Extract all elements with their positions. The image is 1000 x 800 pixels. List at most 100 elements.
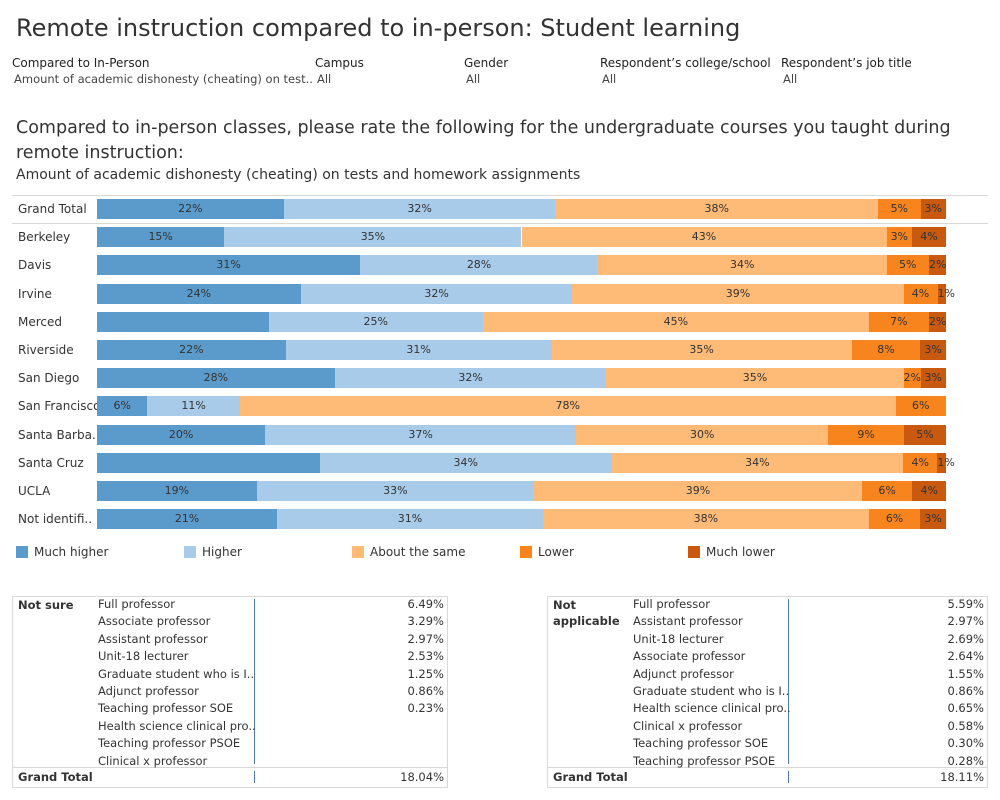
table-border <box>987 596 988 788</box>
bar-segment[interactable]: 6% <box>895 396 946 417</box>
table-row-label: Health science clinical pro.. <box>633 701 791 716</box>
legend-item-much-lower[interactable]: Much lower <box>688 545 775 559</box>
bar-segment[interactable]: 5% <box>903 424 946 445</box>
bar-segment[interactable]: 35% <box>224 227 522 248</box>
filter-job-title[interactable]: Respondent’s job title All <box>781 56 912 86</box>
table-row-value: 0.86% <box>407 684 444 698</box>
filter-value[interactable]: All <box>317 72 332 86</box>
filter-compared-to[interactable]: Compared to In-Person Amount of academic… <box>12 56 313 86</box>
legend-item-lower[interactable]: Lower <box>520 545 574 559</box>
bar-segment[interactable]: 37% <box>265 424 577 445</box>
filter-gender[interactable]: Gender All <box>464 56 508 86</box>
table-row-value: 0.28% <box>947 753 984 768</box>
filter-campus[interactable]: Campus All <box>315 56 364 86</box>
bar-segment[interactable]: 3% <box>920 340 946 360</box>
bar-segment[interactable]: 38% <box>555 199 879 219</box>
bar-segment[interactable]: 34% <box>597 255 887 276</box>
table-row-label: Teaching professor PSOE <box>633 753 776 768</box>
bar-segment[interactable]: 3% <box>920 199 946 219</box>
bar-segment[interactable]: 8% <box>851 340 921 360</box>
bar-segment[interactable]: 11% <box>147 396 240 417</box>
bar-segment[interactable]: 39% <box>572 283 904 304</box>
bar-segment[interactable]: 4% <box>912 227 946 248</box>
bar-segment[interactable]: 45% <box>482 311 869 332</box>
divider <box>12 223 988 224</box>
bar-segment[interactable]: 32% <box>334 368 607 389</box>
legend-item-higher[interactable]: Higher <box>184 545 242 559</box>
bar-segment[interactable]: 34% <box>319 452 612 473</box>
bar-segment[interactable]: 78% <box>239 396 896 417</box>
bar-segment[interactable]: 35% <box>551 340 852 360</box>
bar-segment[interactable]: 34% <box>611 452 904 473</box>
bar-segment[interactable]: 28% <box>360 255 598 276</box>
bar-segment[interactable] <box>97 311 269 332</box>
bar-segment[interactable]: 35% <box>606 368 904 389</box>
bar-segment[interactable]: 6% <box>868 509 921 530</box>
bar-segment[interactable]: 7% <box>868 311 929 332</box>
table-row-label: Adjunct professor <box>98 684 199 698</box>
table-row-value: 2.97% <box>947 614 984 629</box>
legend: Much higher Higher About the same Lower … <box>16 545 996 561</box>
legend-item-much-higher[interactable]: Much higher <box>16 545 108 559</box>
bar-segment[interactable]: 31% <box>277 509 543 530</box>
bar-segment[interactable]: 24% <box>97 283 301 304</box>
table-border <box>547 787 988 788</box>
row-label: Irvine <box>18 286 52 301</box>
bar-segment[interactable]: 5% <box>886 255 929 276</box>
bar-segment[interactable]: 33% <box>256 481 535 501</box>
filter-college[interactable]: Respondent’s college/school All <box>600 56 771 86</box>
question-heading: Compared to in-person classes, please ra… <box>16 118 951 163</box>
bar-segment[interactable]: 6% <box>97 396 148 417</box>
bar-segment[interactable]: 1% <box>937 452 955 473</box>
legend-item-about-the-same[interactable]: About the same <box>352 545 465 559</box>
table-separator <box>254 599 255 764</box>
bar-segment[interactable]: 9% <box>828 424 904 445</box>
table-row-label: Teaching professor PSOE <box>98 736 241 751</box>
bar-segment[interactable]: 4% <box>903 283 938 304</box>
filter-value[interactable]: All <box>783 72 798 86</box>
filter-value[interactable]: Amount of academic dishonesty (cheating)… <box>14 72 313 86</box>
bar-segment[interactable]: 32% <box>283 199 556 219</box>
bar-segment[interactable]: 30% <box>576 424 829 445</box>
bar-segment[interactable]: 3% <box>920 509 946 530</box>
bar-segment[interactable]: 39% <box>534 481 862 501</box>
row-label: Grand Total <box>18 202 87 216</box>
bar-segment[interactable]: 28% <box>97 368 335 389</box>
bar-segment[interactable]: 31% <box>285 340 552 360</box>
legend-label: Much lower <box>706 545 775 559</box>
question-subheading: Amount of academic dishonesty (cheating)… <box>16 167 581 183</box>
filter-value[interactable]: All <box>466 72 481 86</box>
bar-segment[interactable]: 5% <box>878 199 921 219</box>
bar-segment[interactable]: 19% <box>97 481 257 501</box>
bar-segment[interactable]: 38% <box>542 509 869 530</box>
table-border <box>547 596 988 597</box>
bar-segment[interactable]: 43% <box>521 227 887 248</box>
bar-segment[interactable]: 1% <box>937 283 955 304</box>
bar-segment[interactable]: 32% <box>300 283 573 304</box>
table-border <box>547 767 988 768</box>
divider <box>12 195 988 196</box>
bar-segment[interactable]: 15% <box>97 227 225 248</box>
bar-segment[interactable]: 6% <box>861 481 913 501</box>
table-row-label: Teaching professor SOE <box>98 701 234 716</box>
table-row-value: 2.97% <box>407 631 444 646</box>
bar-segment[interactable] <box>97 452 320 473</box>
table-border <box>547 596 548 788</box>
not-sure-table: Not sure Full professor 6.49% Associate pro… <box>12 596 448 788</box>
bar-segment[interactable]: 4% <box>912 481 946 501</box>
bar-segment[interactable]: 3% <box>886 227 913 248</box>
bar-segment[interactable]: 3% <box>920 368 946 389</box>
bar-segment[interactable]: 2% <box>929 255 946 276</box>
bar-segment[interactable]: 21% <box>97 509 278 530</box>
bar-segment[interactable]: 2% <box>903 368 921 389</box>
bar-segment[interactable]: 20% <box>97 424 266 445</box>
bar-segment[interactable]: 31% <box>97 255 361 276</box>
bar-segment[interactable]: 2% <box>928 311 946 332</box>
bar-segment[interactable]: 22% <box>97 340 286 360</box>
bar-segment[interactable]: 22% <box>97 199 284 219</box>
table-row-value: 0.58% <box>947 718 984 733</box>
bar-segment[interactable]: 25% <box>268 311 483 332</box>
bar-segment[interactable]: 4% <box>903 452 938 473</box>
table-row-value: 2.53% <box>407 649 444 664</box>
filter-value[interactable]: All <box>602 72 617 86</box>
